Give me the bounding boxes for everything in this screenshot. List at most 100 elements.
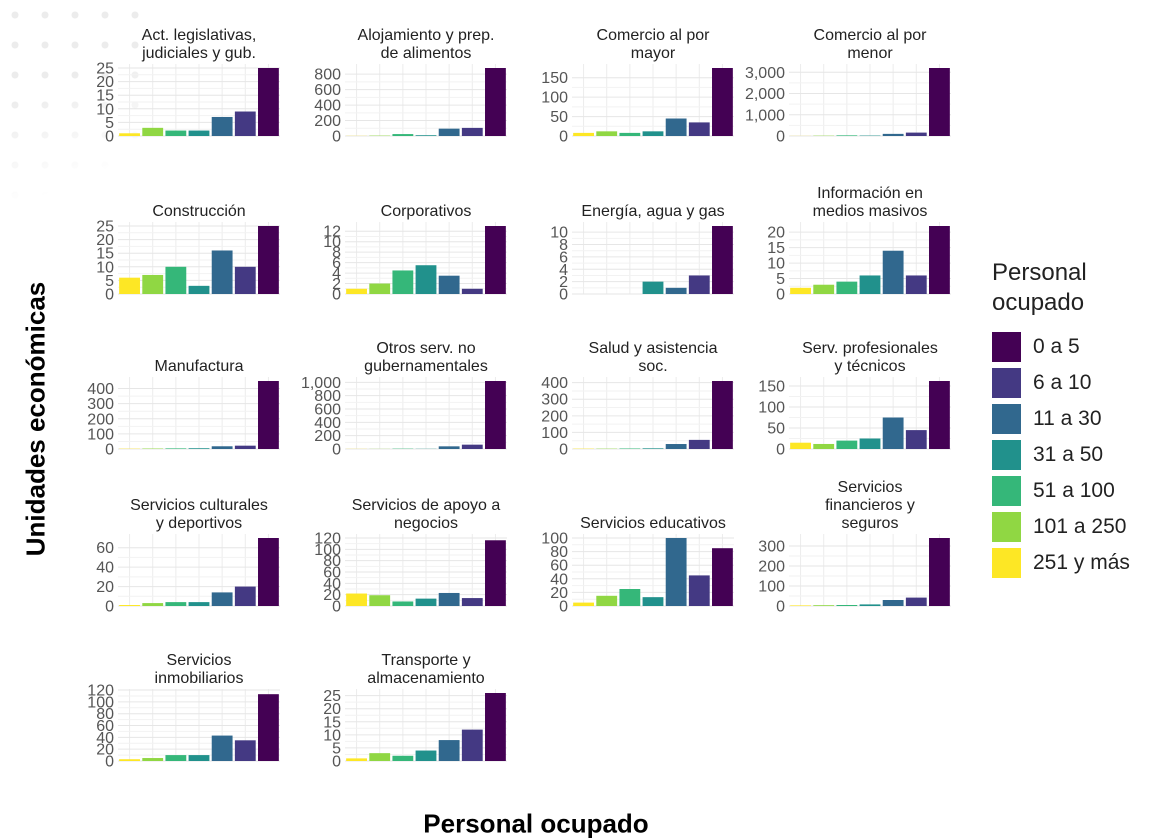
y-tick-label: 200 [87,411,114,428]
bar [860,439,881,449]
y-axis-title: Unidades económicas [21,282,52,557]
x-axis-title: Personal ocupado [423,809,648,840]
facet-title: Servicios de apoyo a [352,497,501,514]
bar [416,265,437,294]
bar [439,276,460,294]
bar [462,730,483,761]
y-tick-label: 800 [314,67,341,84]
legend-item: 11 a 30 [992,402,1142,436]
facet-title: Act. legislativas, [142,27,257,44]
facet-title: Serv. profesionales [802,340,938,357]
legend-swatch [992,332,1021,362]
facet-title: almacenamiento [367,670,485,687]
bar [643,282,664,294]
bar [906,598,927,606]
bar [258,226,279,294]
bar [439,129,460,136]
bar [119,759,140,761]
bar [596,131,617,136]
bar [712,548,733,606]
legend-swatch [992,548,1021,578]
bar [369,284,390,294]
facet-title: seguros [842,515,899,532]
facet-title: Corporativos [381,203,472,220]
bar [929,538,950,606]
facet-title: y técnicos [834,358,905,375]
bar [790,605,811,606]
facet-title: Servicios [167,652,232,669]
y-tick-label: 5 [776,271,785,288]
bar [485,226,506,294]
bar [712,68,733,136]
y-tick-label: 100 [758,400,785,417]
bar [189,755,210,761]
bar [142,603,163,606]
y-tick-label: 200 [314,113,341,130]
y-tick-label: 0 [776,287,785,304]
y-tick-label: 0 [105,442,114,459]
bar [119,133,140,136]
y-tick-label: 300 [87,396,114,413]
facet-title: Comercio al por [597,27,711,44]
bar [790,443,811,449]
y-tick-label: 0 [776,129,785,146]
facet-title: Manufactura [155,358,244,375]
y-tick-label: 10 [550,225,568,242]
bar [836,135,857,136]
bar [142,275,163,294]
legend-label: 11 a 30 [1033,407,1102,431]
bar [836,605,857,606]
bar [813,444,834,449]
bar [712,226,733,294]
bar [189,602,210,606]
bar [119,278,140,294]
bar [369,753,390,761]
bar [119,605,140,606]
facet-title: Energía, agua y gas [581,203,724,220]
facet-title: Comercio al por [814,27,928,44]
bar [189,286,210,294]
legend-swatch [992,476,1021,506]
y-tick-label: 1,000 [745,107,785,124]
bar [883,251,904,294]
bar [666,288,687,294]
y-tick-label: 400 [314,98,341,115]
bar [573,133,594,136]
facet-title: inmobiliarios [155,670,244,687]
bar [392,601,413,606]
legend-item: 51 a 100 [992,474,1142,508]
y-tick-label: 0 [559,129,568,146]
bar [929,226,950,294]
y-tick-label: 400 [541,375,568,392]
bar [235,446,256,449]
bar [439,740,460,761]
bar [189,131,210,136]
bar [643,448,664,449]
bar [860,604,881,606]
facet-title: menor [847,45,893,62]
bar [790,288,811,294]
facet-title: Servicios culturales [130,497,268,514]
legend-swatch [992,440,1021,470]
bar [689,275,710,294]
bar [813,605,834,606]
facet-title: judiciales y gub. [141,45,256,62]
bar [212,117,233,136]
y-tick-label: 300 [541,392,568,409]
legend-swatch [992,404,1021,434]
bar [643,597,664,606]
legend-item: 101 a 250 [992,510,1142,544]
bar [258,68,279,136]
bar [212,446,233,449]
bar [485,68,506,136]
y-tick-label: 100 [541,90,568,107]
y-tick-label: 0 [332,129,341,146]
legend-swatch [992,368,1021,398]
